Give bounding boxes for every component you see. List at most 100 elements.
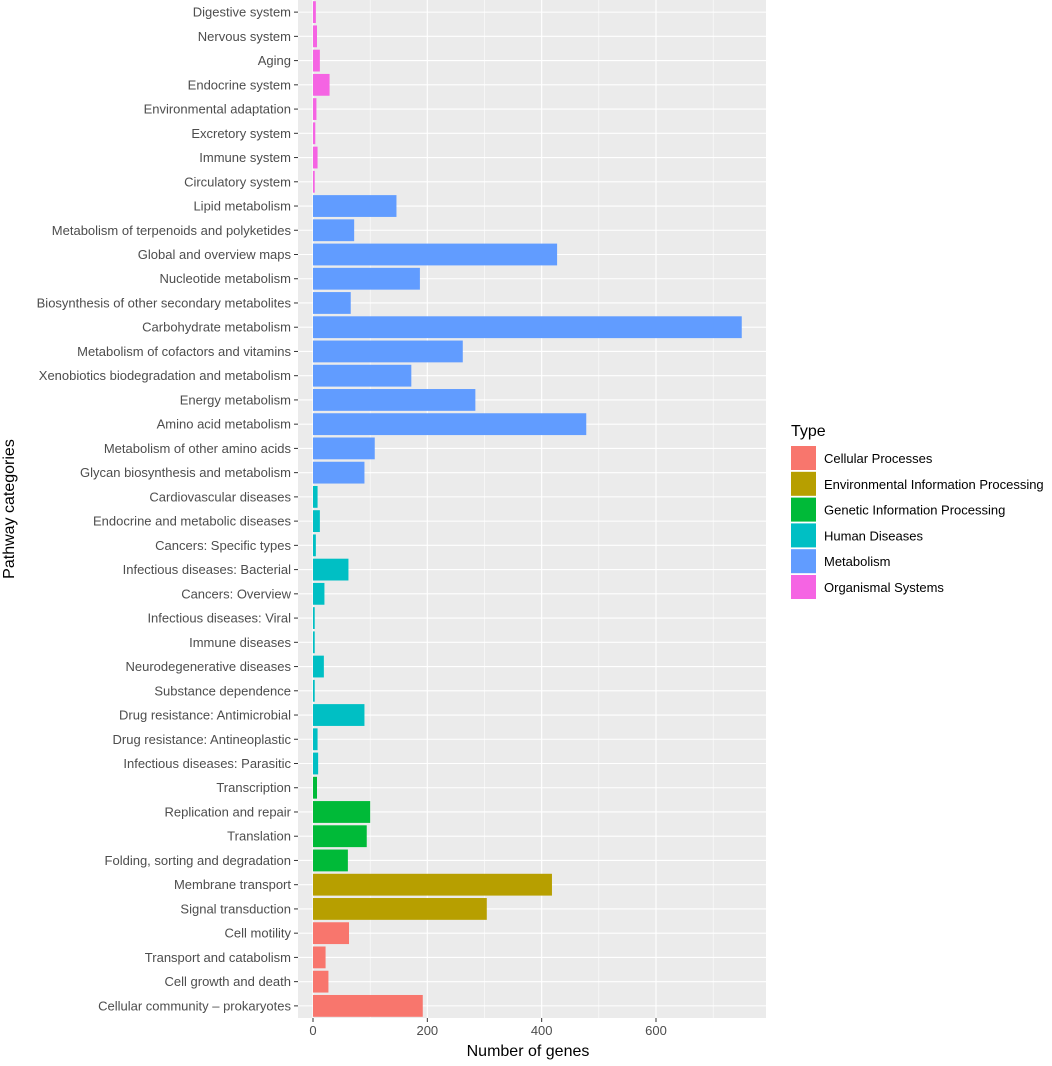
y-tick-label: Nervous system [198, 29, 291, 44]
y-tick-label: Endocrine system [188, 77, 291, 92]
bar [313, 25, 318, 48]
bar [313, 558, 349, 581]
bar [313, 898, 487, 920]
bar [313, 485, 318, 508]
bar [313, 752, 319, 775]
y-tick-label: Metabolism of other amino acids [104, 441, 292, 456]
legend-label: Cellular Processes [824, 451, 933, 466]
bar [313, 679, 315, 702]
bar [313, 98, 317, 120]
y-tick-label: Membrane transport [174, 877, 291, 892]
bar [313, 849, 348, 872]
legend-swatch [791, 446, 816, 470]
bar [313, 970, 329, 993]
grid-lines [298, 0, 766, 1018]
y-tick-label: Xenobiotics biodegradation and metabolis… [39, 368, 291, 383]
y-tick-label: Substance dependence [154, 683, 291, 698]
x-axis-ticks: 0 200 400 600 [309, 1018, 667, 1038]
y-tick-label: Excretory system [191, 126, 291, 141]
y-tick-label: Infectious diseases: Bacterial [123, 562, 291, 577]
bar [313, 510, 320, 533]
y-tick-label: Transcription [216, 780, 291, 795]
legend-label: Metabolism [824, 554, 890, 569]
y-tick-label: Transport and catabolism [145, 950, 291, 965]
bar [313, 704, 365, 726]
bar [313, 49, 320, 72]
bar [313, 1, 316, 24]
y-tick-label: Signal transduction [180, 901, 291, 916]
bar [313, 946, 326, 969]
x-tick-label: 0 [309, 1023, 316, 1038]
bar [313, 607, 315, 629]
y-tick-label: Immune diseases [189, 635, 291, 650]
y-tick-label: Immune system [199, 150, 291, 165]
bar [313, 219, 355, 242]
bar [313, 364, 412, 387]
bar [313, 801, 371, 823]
legend-label: Organismal Systems [824, 580, 944, 595]
bar [313, 582, 325, 605]
y-tick-label: Cellular community – prokaryotes [98, 998, 291, 1013]
x-tick-label: 400 [531, 1023, 553, 1038]
y-tick-label: Translation [227, 829, 291, 844]
bar [313, 825, 367, 848]
y-tick-label: Lipid metabolism [193, 199, 291, 214]
y-tick-label: Cell motility [225, 926, 292, 941]
bar [313, 655, 324, 678]
legend-swatch [791, 471, 816, 496]
y-tick-label: Amino acid metabolism [157, 417, 291, 432]
legend-items: Cellular Processes Environmental Informat… [791, 446, 1044, 599]
y-tick-label: Biosynthesis of other secondary metaboli… [37, 295, 292, 310]
bar [313, 146, 318, 169]
legend-swatch [791, 575, 816, 599]
bar [313, 413, 587, 436]
bar [313, 873, 552, 896]
x-tick-label: 600 [645, 1023, 667, 1038]
legend-swatch [791, 523, 816, 548]
y-tick-label: Energy metabolism [180, 392, 291, 407]
bar [313, 316, 742, 339]
y-tick-label: Circulatory system [184, 174, 291, 189]
bar [313, 243, 558, 266]
y-tick-label: Drug resistance: Antimicrobial [119, 708, 291, 723]
bar [313, 195, 397, 217]
y-axis-tick-labels: Digestive system Nervous system Aging Endoc… [37, 5, 298, 1013]
y-tick-label: Cancers: Specific types [155, 538, 291, 553]
y-tick-label: Global and overview maps [138, 247, 292, 262]
y-tick-label: Replication and repair [165, 804, 292, 819]
y-tick-label: Metabolism of cofactors and vitamins [77, 344, 291, 359]
bar [313, 994, 423, 1017]
plot-panel [298, 0, 766, 1018]
y-tick-label: Infectious diseases: Viral [147, 611, 291, 626]
y-tick-label: Cancers: Overview [181, 586, 291, 601]
bars [313, 1, 742, 1017]
y-tick-label: Folding, sorting and degradation [105, 853, 291, 868]
bar [313, 437, 375, 460]
x-axis-title: Number of genes [467, 1043, 590, 1060]
bar [313, 922, 350, 945]
bar [313, 776, 318, 799]
y-tick-label: Endocrine and metabolic diseases [93, 514, 292, 529]
y-tick-label: Neurodegenerative diseases [126, 659, 292, 674]
bar [313, 728, 318, 751]
y-tick-label: Environmental adaptation [144, 102, 291, 117]
legend-swatch [791, 497, 816, 522]
y-tick-label: Carbohydrate metabolism [142, 320, 291, 335]
bar [313, 461, 365, 484]
y-tick-label: Cardiovascular diseases [149, 489, 291, 504]
legend-title: Type [791, 423, 826, 440]
bar [313, 73, 330, 96]
bar [313, 122, 316, 145]
y-tick-label: Aging [258, 53, 291, 68]
y-tick-label: Glycan biosynthesis and metabolism [80, 465, 291, 480]
y-axis-title: Pathway categories [1, 439, 18, 579]
y-tick-label: Digestive system [193, 5, 291, 20]
x-tick-label: 200 [416, 1023, 438, 1038]
bar [313, 340, 463, 363]
y-tick-label: Nucleotide metabolism [159, 271, 291, 286]
bar [313, 292, 351, 314]
legend-label: Genetic Information Processing [824, 503, 1005, 518]
legend: Type Cellular Processes Environmental Inf… [791, 423, 1044, 599]
bar [313, 170, 315, 193]
